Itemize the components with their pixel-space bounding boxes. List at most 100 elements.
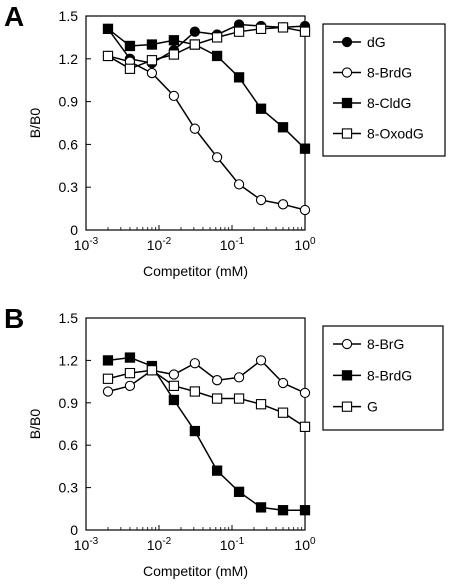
- data-point: [102, 355, 114, 366]
- data-point: [189, 39, 201, 50]
- series-8-oxodg: [102, 22, 311, 74]
- data-point: [255, 502, 267, 513]
- legend-marker: [341, 401, 353, 412]
- data-point: [102, 50, 114, 62]
- data-point: [211, 465, 223, 476]
- y-tick-label: 1.5: [59, 8, 79, 24]
- legend-label: 8-OxodG: [367, 126, 424, 142]
- y-tick-label: 1.2: [59, 352, 79, 368]
- panel-b: B 00.30.60.91.21.510-3 10-2 10-1 100Competi…: [4, 303, 444, 579]
- series-line: [107, 28, 306, 150]
- data-point: [124, 40, 136, 52]
- legend-box: [322, 23, 446, 157]
- series-line: [107, 369, 306, 428]
- legend-marker: [341, 128, 353, 139]
- x-tick-base: 10: [220, 237, 236, 253]
- data-point: [189, 26, 201, 37]
- data-point: [168, 49, 180, 60]
- x-tick-exponent: -1: [235, 236, 244, 247]
- x-tick-exponent: 0: [310, 536, 316, 547]
- series-line: [107, 26, 306, 70]
- data-point: [299, 26, 311, 37]
- data-point: [255, 399, 267, 410]
- y-axis-title: B/B0: [27, 409, 43, 440]
- x-tick-exponent: 0: [310, 236, 316, 247]
- x-tick-exponent: -2: [162, 536, 171, 547]
- data-point: [146, 55, 158, 66]
- legend-marker: [341, 338, 353, 350]
- data-point: [255, 194, 267, 206]
- data-point: [255, 355, 267, 366]
- y-tick-label: 0: [70, 522, 78, 538]
- x-tick-base: 10: [74, 237, 90, 253]
- data-point: [124, 367, 136, 379]
- data-point: [299, 421, 311, 432]
- data-point: [146, 67, 158, 79]
- panel-a: A 00.30.60.91.21.510-3 10-2 10-1 100Competi…: [4, 1, 446, 279]
- legend-label: 8-BrdG: [367, 65, 412, 81]
- y-tick-label: 1.5: [59, 310, 79, 326]
- data-point: [189, 386, 201, 397]
- data-point: [299, 387, 311, 399]
- series-8-brdg: [102, 50, 311, 216]
- y-tick-label: 0: [70, 222, 78, 238]
- x-tick-label: 10-3: [74, 236, 99, 253]
- data-point: [124, 352, 136, 363]
- data-point: [233, 486, 245, 497]
- legend-marker: [341, 67, 353, 78]
- legend-label: 8-CldG: [367, 95, 411, 111]
- data-point: [124, 63, 136, 74]
- data-point: [299, 505, 311, 516]
- x-tick-base: 10: [74, 537, 90, 553]
- data-point: [189, 425, 201, 437]
- data-point: [233, 179, 245, 190]
- x-tick-exponent: -3: [89, 536, 98, 547]
- data-point: [168, 90, 180, 102]
- series-8-brg: [102, 355, 311, 399]
- data-point: [168, 380, 180, 391]
- data-point: [102, 23, 114, 34]
- data-point: [211, 50, 223, 62]
- data-point: [277, 199, 289, 210]
- series-8-cldg: [102, 23, 311, 154]
- x-tick-label: 10-3: [74, 536, 99, 553]
- data-point: [233, 372, 245, 383]
- x-tick-base: 10: [147, 237, 163, 253]
- data-point: [211, 152, 223, 163]
- series-g: [102, 365, 311, 432]
- y-tick-label: 0.9: [59, 94, 79, 110]
- legend-marker: [341, 97, 353, 109]
- data-point: [146, 365, 158, 376]
- data-point: [299, 143, 311, 154]
- x-tick-exponent: -1: [235, 536, 244, 547]
- data-point: [233, 393, 245, 404]
- y-tick-label: 0.3: [59, 179, 79, 195]
- data-point: [277, 122, 289, 133]
- legend-item: 8-BrdG: [333, 65, 412, 81]
- legend-marker: [341, 36, 353, 48]
- data-point: [211, 375, 223, 386]
- data-point: [189, 358, 201, 369]
- data-point: [255, 23, 267, 34]
- data-point: [277, 505, 289, 516]
- data-point: [233, 72, 245, 83]
- x-tick-label: 100: [294, 536, 316, 553]
- data-point: [168, 369, 180, 380]
- legend: 8-BrG 8-BrdG G: [322, 325, 444, 431]
- x-tick-label: 10-1: [220, 236, 245, 253]
- y-axis-title: B/B0: [27, 108, 43, 139]
- y-tick-label: 0.6: [59, 437, 79, 453]
- series-line: [107, 359, 306, 394]
- x-tick-base: 10: [220, 537, 236, 553]
- y-tick-label: 0.6: [59, 136, 79, 152]
- x-axis-title: Competitor (mM): [143, 563, 248, 579]
- x-tick-label: 100: [294, 236, 316, 253]
- data-point: [146, 39, 158, 50]
- legend-label: dG: [367, 34, 386, 50]
- panel-letter-a: A: [4, 1, 24, 32]
- plot-frame: [85, 15, 306, 231]
- legend-item: G: [333, 399, 378, 415]
- data-point: [233, 26, 245, 37]
- series-line: [107, 23, 306, 64]
- y-tick-label: 1.2: [59, 51, 79, 67]
